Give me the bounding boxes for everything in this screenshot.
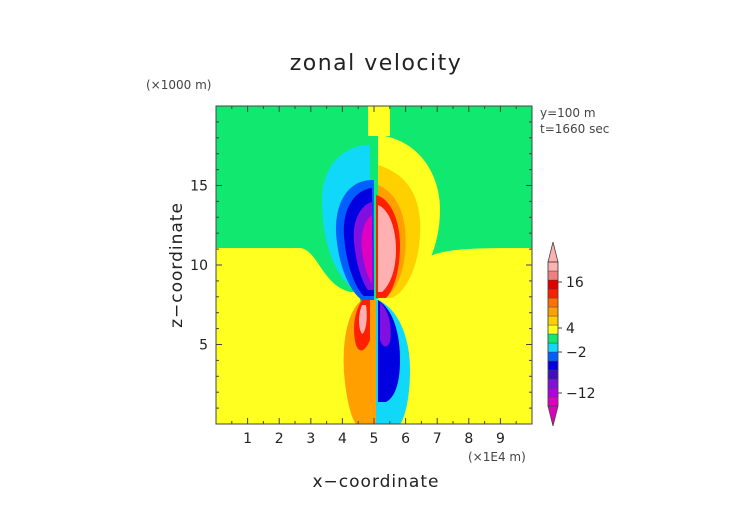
colorbar-swatch xyxy=(547,378,559,389)
colorbar-tick-label: 16 xyxy=(566,275,584,291)
colorbar-swatch xyxy=(547,297,559,308)
colorbar-tick-label: −12 xyxy=(566,386,596,402)
annotation-y: y=100 m xyxy=(540,106,596,120)
colorbar-extend-min xyxy=(547,405,559,427)
field-background-lower xyxy=(216,248,360,424)
colorbar-swatch xyxy=(547,288,559,299)
field-magenta-upper xyxy=(361,215,372,284)
contour-field xyxy=(216,106,532,424)
colorbar-swatch xyxy=(547,333,559,344)
colorbar-swatch xyxy=(547,351,559,362)
x-tick-label: 7 xyxy=(433,431,442,447)
colorbar-tick-label: 4 xyxy=(566,321,575,337)
y-axis-title: z−coordinate xyxy=(167,202,187,328)
x-axis: 1 2 3 4 5 6 7 8 9 xyxy=(215,106,533,447)
field-purple-lower-right xyxy=(380,302,391,347)
x-tick-label: 3 xyxy=(306,431,315,447)
colorbar-swatch xyxy=(547,261,559,272)
x-unit-label: (×1E4 m) xyxy=(468,450,526,464)
x-tick-label: 9 xyxy=(496,431,505,447)
colorbar-swatch xyxy=(547,387,559,398)
colorbar-swatch xyxy=(547,324,559,335)
y-axis: 5 10 15 xyxy=(190,105,532,425)
annotation-time: t=1660 sec xyxy=(540,122,609,136)
field-background-lower-right xyxy=(374,248,532,424)
x-tick-label: 6 xyxy=(401,431,410,447)
x-tick-label: 5 xyxy=(370,431,379,447)
y-tick-label: 10 xyxy=(190,258,208,274)
field-top-column xyxy=(368,106,390,136)
colorbar: 16 4 −2 −12 xyxy=(547,241,596,427)
x-tick-label: 2 xyxy=(275,431,284,447)
colorbar-swatch xyxy=(547,270,559,281)
colorbar-swatch xyxy=(547,360,559,371)
field-pink-upper xyxy=(378,205,396,292)
y-unit-label: (×1000 m) xyxy=(146,78,211,92)
x-axis-title: x−coordinate xyxy=(313,472,440,492)
x-tick-label: 4 xyxy=(338,431,347,447)
x-tick-label: 8 xyxy=(464,431,473,447)
colorbar-extend-max xyxy=(547,241,559,263)
colorbar-tick-label: −2 xyxy=(566,345,587,361)
colorbar-swatch xyxy=(547,306,559,317)
chart-title: zonal velocity xyxy=(290,51,463,76)
colorbar-swatch xyxy=(547,279,559,290)
x-tick-label: 1 xyxy=(243,431,252,447)
colorbar-swatch xyxy=(547,369,559,380)
field-pink-lower-left xyxy=(359,305,367,334)
colorbar-frame xyxy=(547,261,559,407)
y-tick-label: 15 xyxy=(190,179,208,195)
colorbar-swatch xyxy=(547,315,559,326)
colorbar-swatch xyxy=(547,396,559,407)
y-tick-label: 5 xyxy=(199,338,208,354)
colorbar-swatch xyxy=(547,342,559,353)
